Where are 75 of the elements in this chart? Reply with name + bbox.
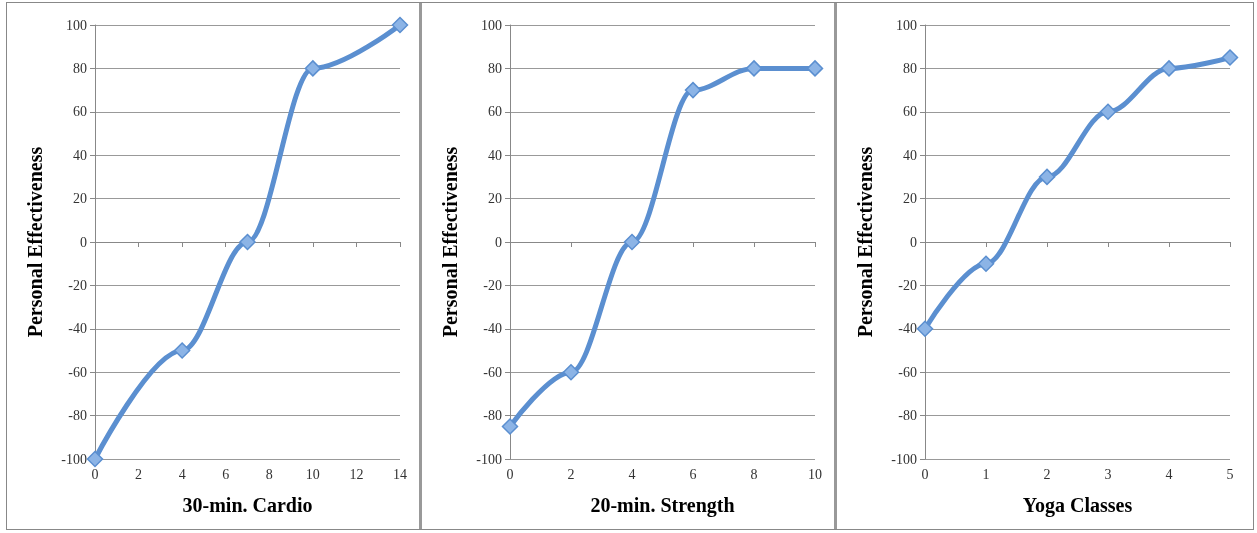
y-tick-label: 100 — [481, 17, 502, 33]
y-tick-label: 0 — [495, 234, 502, 250]
y-tick-label: 60 — [488, 104, 502, 120]
y-tick-label: 80 — [903, 60, 917, 76]
x-tick-label: 12 — [349, 466, 364, 482]
y-tick-label: 20 — [903, 191, 917, 207]
y-tick-label: 80 — [488, 60, 502, 76]
x-tick-label: 0 — [506, 466, 514, 482]
y-tick-label: -20 — [898, 277, 917, 293]
y-tick-label: -100 — [476, 451, 502, 467]
x-tick-label: 4 — [178, 466, 186, 482]
y-tick-label: 40 — [488, 147, 502, 163]
y-tick-label: -60 — [68, 364, 87, 380]
y-tick-label: -40 — [483, 321, 502, 337]
y-tick-label: -40 — [68, 321, 87, 337]
point — [1038, 168, 1056, 186]
y-axis-title: Personal Effectiveness — [24, 146, 46, 338]
y-tick-label: 40 — [903, 147, 917, 163]
y-tick-label: 20 — [73, 191, 87, 207]
x-tick-label: 14 — [393, 466, 407, 482]
x-tick-label: 6 — [689, 466, 697, 482]
point — [684, 81, 702, 99]
x-axis-title: 30-min. Cardio — [182, 494, 313, 516]
point — [304, 60, 322, 77]
point — [86, 450, 104, 468]
y-tick-label: 80 — [73, 60, 87, 76]
x-tick-label: 10 — [305, 466, 320, 482]
y-tick-label: -80 — [68, 408, 87, 424]
y-tick-label: -20 — [68, 277, 87, 293]
y-tick-label: -100 — [891, 451, 917, 467]
y-tick-label: 60 — [73, 104, 87, 120]
point — [239, 233, 256, 251]
y-tick-label: -100 — [61, 451, 87, 467]
point — [501, 418, 519, 435]
point — [391, 16, 409, 34]
y-tick-label: -80 — [483, 408, 502, 424]
point — [1160, 60, 1178, 77]
point — [1099, 103, 1117, 121]
y-tick-label: 0 — [910, 234, 917, 250]
x-tick-label: 0 — [921, 466, 929, 482]
point — [562, 363, 580, 381]
y-tick-label: -60 — [483, 364, 502, 380]
x-tick-label: 2 — [1043, 466, 1051, 482]
y-tick-label: -40 — [898, 321, 917, 337]
x-tick-label: 2 — [567, 466, 575, 482]
point — [916, 320, 934, 338]
x-tick-label: 6 — [222, 466, 230, 482]
y-tick-label: -80 — [898, 408, 917, 424]
point — [806, 60, 824, 77]
point — [623, 233, 641, 251]
y-tick-label: 20 — [488, 191, 502, 207]
y-axis-title: Personal Effectiveness — [854, 146, 876, 338]
x-tick-label: 1 — [982, 466, 990, 482]
y-tick-label: -20 — [483, 277, 502, 293]
x-tick-label: 8 — [750, 466, 758, 482]
y-tick-label: 100 — [896, 17, 917, 33]
point — [1221, 49, 1239, 66]
x-axis-title: 20-min. Strength — [590, 494, 735, 517]
x-tick-label: 0 — [91, 466, 99, 482]
point — [173, 342, 191, 359]
x-tick-label: 3 — [1104, 466, 1112, 482]
x-tick-label: 2 — [135, 466, 143, 482]
x-tick-label: 5 — [1226, 466, 1234, 482]
point — [977, 255, 995, 272]
x-tick-label: 4 — [628, 466, 636, 482]
y-tick-label: 100 — [66, 17, 87, 33]
y-tick-label: 60 — [903, 104, 917, 120]
y-tick-label: -60 — [898, 364, 917, 380]
y-tick-label: 40 — [73, 147, 87, 163]
y-axis-title: Personal Effectiveness — [439, 146, 461, 338]
x-tick-label: 10 — [808, 466, 822, 482]
x-tick-label: 8 — [265, 466, 273, 482]
y-tick-label: 0 — [80, 234, 87, 250]
x-axis-title: Yoga Classes — [1022, 494, 1133, 517]
x-tick-label: 4 — [1165, 466, 1173, 482]
